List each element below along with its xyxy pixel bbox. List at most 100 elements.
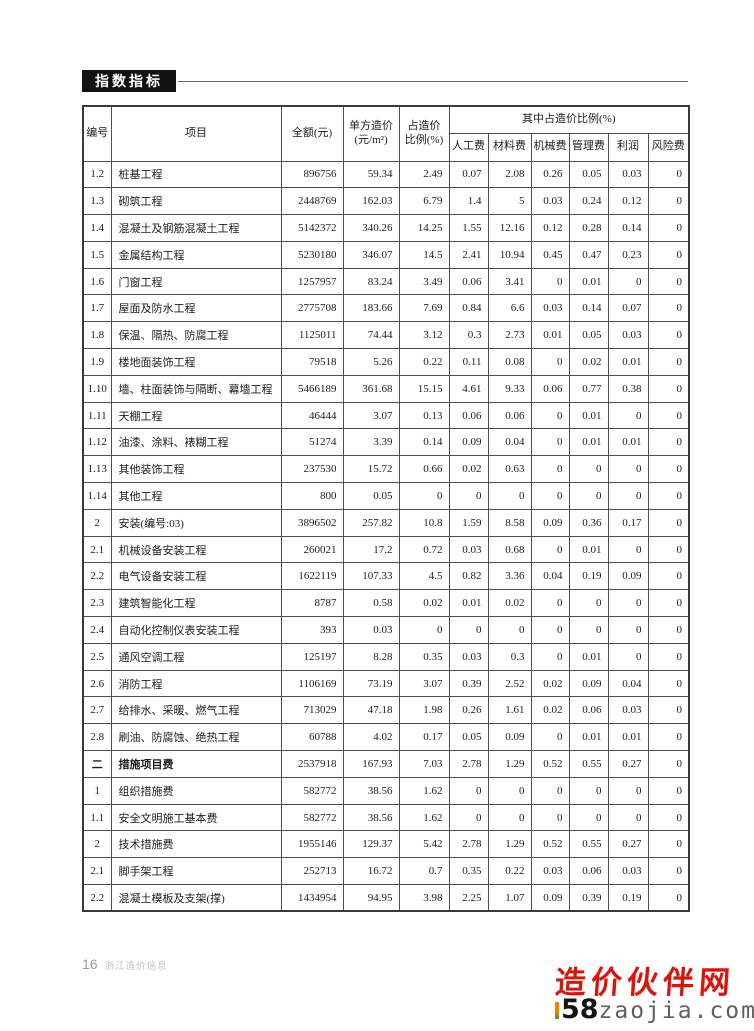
value-cell: 0.19: [607, 884, 649, 912]
value-cell: 0.22: [487, 857, 532, 886]
value-cell: 0.39: [568, 884, 609, 912]
value-cell: 0: [530, 723, 570, 752]
value-cell: 0.14: [398, 428, 450, 457]
value-cell: 2.49: [398, 160, 450, 189]
value-cell: 0.09: [487, 723, 532, 752]
value-cell: 3.36: [487, 562, 532, 591]
row-no-cell: 1.2: [82, 160, 112, 189]
value-cell: 2537918: [280, 750, 344, 778]
table-row: 2.2 电气设备安装工程 1622119 107.33 4.5 0.82 3.36 0.04 0…: [82, 562, 690, 591]
value-cell: 0.04: [487, 428, 532, 457]
value-cell: 0: [487, 482, 532, 510]
project-name-cell: 楼地面装饰工程: [110, 348, 282, 376]
row-no-cell: 2.6: [82, 669, 112, 698]
row-no-cell: 2.5: [82, 642, 112, 671]
value-cell: 0.03: [342, 616, 400, 644]
value-cell: 1622119: [280, 562, 344, 591]
row-no-cell: 2.4: [82, 616, 112, 644]
value-cell: 0.01: [568, 723, 609, 752]
value-cell: 46444: [280, 401, 344, 430]
header-machinery: 机械费: [530, 132, 570, 162]
header-management: 管理费: [568, 132, 609, 162]
value-cell: 0: [647, 187, 690, 216]
value-cell: 0.84: [448, 294, 489, 323]
value-cell: 3896502: [280, 508, 344, 537]
value-cell: 14.25: [398, 214, 450, 242]
project-name-cell: 桩基工程: [110, 160, 282, 189]
value-cell: 0: [647, 535, 690, 564]
value-cell: 0.05: [448, 723, 489, 752]
table-row: 2.5 通风空调工程 125197 8.28 0.35 0.03 0.3 0 0.01 0 0: [82, 642, 690, 671]
value-cell: 0: [448, 776, 489, 805]
header-material: 材料费: [487, 132, 532, 162]
value-cell: 0.03: [607, 696, 649, 725]
value-cell: 0.04: [607, 669, 649, 698]
value-cell: 1.29: [487, 830, 532, 859]
value-cell: 0: [530, 803, 570, 832]
watermark-domain-line: 58 zaojia.com: [554, 996, 754, 1023]
value-cell: 582772: [280, 776, 344, 805]
value-cell: 0: [647, 508, 690, 537]
value-cell: 0.03: [448, 535, 489, 564]
row-no-cell: 1: [82, 776, 112, 805]
value-cell: 0.13: [398, 401, 450, 430]
value-cell: 0.7: [398, 857, 450, 886]
value-cell: 12.16: [487, 214, 532, 242]
header-labor: 人工费: [448, 132, 489, 162]
value-cell: 0.28: [568, 214, 609, 242]
value-cell: 0: [647, 321, 690, 350]
value-cell: 0: [647, 696, 690, 725]
value-cell: 0.66: [398, 455, 450, 484]
index-table: 编号 项目 全额(元) 单方造价 (元/m²) 占造价 比例(%) 其中占造价比…: [82, 105, 691, 913]
value-cell: 16.72: [342, 857, 400, 886]
project-name-cell: 其他工程: [110, 482, 282, 510]
table-row: 1.11 天棚工程 46444 3.07 0.13 0.06 0.06 0 0.01 0 0: [82, 401, 690, 430]
value-cell: 5142372: [280, 214, 344, 242]
value-cell: 0: [530, 642, 570, 671]
value-cell: 0.09: [607, 562, 649, 591]
value-cell: 0: [530, 482, 570, 510]
value-cell: 0: [647, 884, 690, 912]
table-row: 1.5 金属结构工程 5230180 346.07 14.5 2.41 10.94 0.45 0…: [82, 240, 690, 269]
project-name-cell: 电气设备安装工程: [110, 562, 282, 591]
value-cell: 0.55: [568, 830, 609, 859]
value-cell: 0.58: [342, 589, 400, 618]
value-cell: 1257957: [280, 267, 344, 296]
section-header: 指数指标: [82, 70, 688, 92]
value-cell: 0: [647, 401, 690, 430]
value-cell: 3.12: [398, 321, 450, 350]
value-cell: 0.07: [607, 294, 649, 323]
value-cell: 2.78: [448, 830, 489, 859]
value-cell: 0.04: [530, 562, 570, 591]
row-no-cell: 1.13: [82, 455, 112, 484]
value-cell: 0: [607, 401, 649, 430]
value-cell: 0: [647, 348, 690, 376]
row-no-cell: 2.3: [82, 589, 112, 618]
value-cell: 0.05: [342, 482, 400, 510]
value-cell: 0.3: [487, 642, 532, 671]
value-cell: 0: [607, 455, 649, 484]
value-cell: 7.69: [398, 294, 450, 323]
value-cell: 0: [607, 776, 649, 805]
value-cell: 8.28: [342, 642, 400, 671]
value-cell: 8.58: [487, 508, 532, 537]
header-group-ratio: 其中占造价比例(%): [448, 105, 690, 134]
watermark: 造价伙伴网 58 zaojia.com: [554, 965, 754, 1023]
value-cell: 0.35: [398, 642, 450, 671]
value-cell: 2.41: [448, 240, 489, 269]
value-cell: 0: [647, 160, 690, 189]
table-row: 1.1 安全文明施工基本费 582772 38.56 1.62 0 0 0 0 0 0: [82, 803, 690, 832]
value-cell: 4.61: [448, 374, 489, 403]
value-cell: 713029: [280, 696, 344, 725]
row-no-cell: 1.5: [82, 240, 112, 269]
table-row: 2 安装(编号:03) 3896502 257.82 10.8 1.59 8.58 0.09 0…: [82, 508, 690, 537]
value-cell: 0: [647, 482, 690, 510]
value-cell: 0.01: [530, 321, 570, 350]
value-cell: 0.01: [607, 723, 649, 752]
value-cell: 0: [607, 267, 649, 296]
value-cell: 0: [607, 589, 649, 618]
table-row: 2.8 刷油、防腐蚀、绝热工程 60788 4.02 0.17 0.05 0.09 0 0.01…: [82, 723, 690, 752]
value-cell: 3.98: [398, 884, 450, 912]
table-row: 2.1 机械设备安装工程 260021 17.2 0.72 0.03 0.68 0 0.01 0 0: [82, 535, 690, 564]
value-cell: 2.52: [487, 669, 532, 698]
